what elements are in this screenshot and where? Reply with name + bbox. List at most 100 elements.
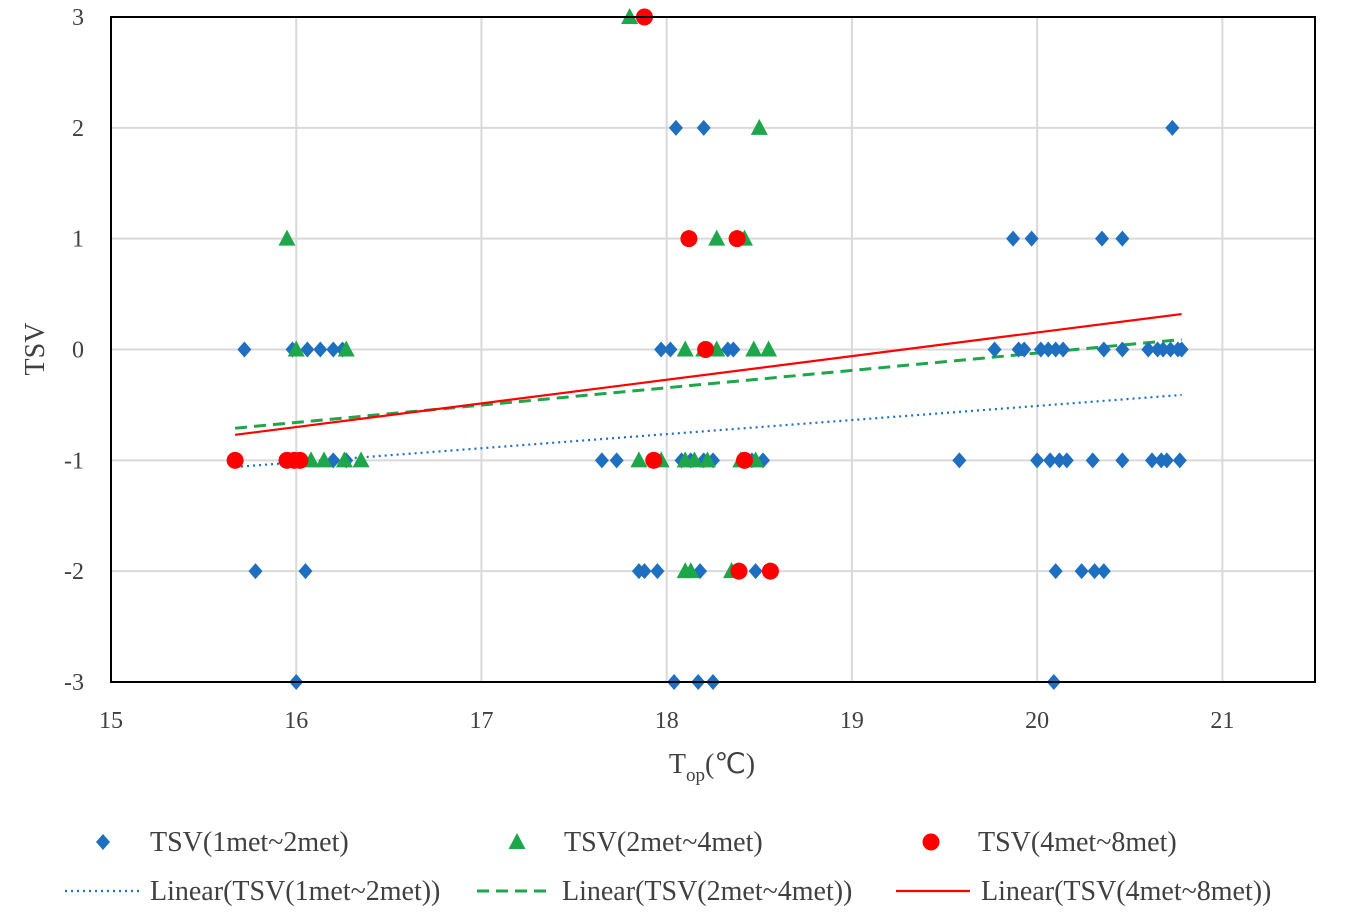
data-point bbox=[300, 341, 315, 358]
legend-label: TSV(1met~2met) bbox=[150, 827, 349, 858]
data-point bbox=[708, 229, 726, 246]
data-point bbox=[352, 451, 370, 468]
data-point bbox=[1041, 341, 1056, 358]
data-point bbox=[1052, 452, 1067, 469]
data-point bbox=[1056, 341, 1071, 358]
data-point bbox=[663, 341, 678, 358]
data-point bbox=[696, 119, 711, 136]
data-point bbox=[315, 451, 333, 468]
data-point bbox=[1165, 119, 1180, 136]
legend-marker bbox=[508, 833, 526, 849]
legend-label: TSV(2met~4met) bbox=[564, 827, 763, 858]
data-point bbox=[750, 118, 768, 135]
data-point bbox=[637, 563, 652, 580]
data-point bbox=[630, 451, 648, 468]
x-axis-title-main: T bbox=[669, 749, 686, 780]
trendline bbox=[235, 393, 1182, 469]
y-tick-label: -1 bbox=[64, 448, 84, 474]
data-point bbox=[761, 562, 779, 580]
data-point bbox=[760, 340, 778, 357]
data-point bbox=[668, 119, 683, 136]
x-axis-title: Top(℃) bbox=[669, 749, 755, 786]
x-tick-label: 15 bbox=[99, 708, 123, 734]
legend-label: Linear(TSV(4met~8met)) bbox=[981, 876, 1271, 907]
plot-frame bbox=[110, 16, 1316, 683]
data-point bbox=[1115, 452, 1130, 469]
x-axis-title-subscript: op bbox=[686, 765, 705, 786]
data-point bbox=[237, 341, 252, 358]
data-point bbox=[1024, 230, 1039, 247]
data-point bbox=[226, 451, 244, 469]
x-tick-label: 21 bbox=[1210, 708, 1234, 734]
data-point bbox=[1030, 452, 1045, 469]
data-point bbox=[1033, 341, 1048, 358]
data-point bbox=[676, 340, 694, 357]
y-tick-label: 1 bbox=[72, 227, 84, 253]
data-point bbox=[337, 340, 355, 357]
data-point bbox=[1074, 563, 1089, 580]
y-tick-label: -3 bbox=[64, 670, 84, 696]
data-point bbox=[728, 230, 746, 248]
x-tick-label: 17 bbox=[469, 708, 493, 734]
trendline bbox=[234, 338, 1182, 430]
data-point bbox=[609, 452, 624, 469]
data-point bbox=[298, 563, 313, 580]
data-point bbox=[335, 451, 353, 468]
data-point bbox=[1094, 230, 1109, 247]
data-point bbox=[1174, 341, 1189, 358]
data-point bbox=[735, 451, 753, 469]
data-point bbox=[654, 341, 669, 358]
trendlines bbox=[234, 312, 1182, 469]
data-point bbox=[313, 341, 328, 358]
data-point bbox=[594, 452, 609, 469]
data-point bbox=[1006, 230, 1021, 247]
data-point bbox=[1144, 452, 1159, 469]
trendline bbox=[234, 312, 1182, 436]
data-point bbox=[291, 451, 309, 469]
data-point bbox=[1172, 452, 1187, 469]
x-tick-label: 16 bbox=[284, 708, 308, 734]
data-point bbox=[1048, 563, 1063, 580]
data-point bbox=[278, 229, 296, 246]
y-tick-label: 0 bbox=[72, 338, 84, 364]
data-point bbox=[650, 563, 665, 580]
legend-marker bbox=[922, 833, 940, 851]
y-tick-label: 3 bbox=[72, 5, 84, 31]
data-point bbox=[685, 451, 703, 468]
data-point bbox=[1141, 341, 1156, 358]
data-point bbox=[1043, 452, 1058, 469]
data-point bbox=[697, 341, 715, 358]
data-point bbox=[1017, 341, 1032, 358]
data-point bbox=[952, 452, 967, 469]
data-point bbox=[1156, 341, 1171, 358]
legend-marker bbox=[96, 834, 110, 850]
legend-label: Linear(TSV(2met~4met)) bbox=[562, 876, 852, 907]
data-point bbox=[248, 563, 263, 580]
data-point bbox=[1048, 341, 1063, 358]
legend-label: Linear(TSV(1met~2met)) bbox=[150, 876, 440, 907]
data-point bbox=[1115, 341, 1130, 358]
data-point bbox=[1096, 563, 1111, 580]
data-point bbox=[680, 230, 698, 248]
data-point bbox=[645, 451, 663, 469]
x-tick-label: 19 bbox=[840, 708, 864, 734]
data-point bbox=[748, 563, 763, 580]
y-tick-labels: 3 2 1 0 -1 -2 -3 bbox=[64, 5, 84, 696]
data-point bbox=[1059, 452, 1074, 469]
x-tick-label: 20 bbox=[1025, 708, 1049, 734]
y-tick-label: 2 bbox=[72, 116, 84, 142]
x-tick-labels: 15 16 17 18 19 20 21 bbox=[99, 708, 1234, 734]
data-point bbox=[1085, 452, 1100, 469]
y-axis-title: TSV bbox=[20, 323, 51, 376]
data-point bbox=[1096, 341, 1111, 358]
data-point bbox=[726, 341, 741, 358]
data-points bbox=[226, 8, 1189, 690]
data-point bbox=[326, 341, 341, 358]
data-point bbox=[698, 451, 716, 468]
x-axis-title-unit: (℃) bbox=[705, 749, 755, 780]
data-point bbox=[287, 340, 305, 357]
data-point bbox=[1087, 563, 1102, 580]
x-tick-label: 18 bbox=[655, 708, 679, 734]
data-point bbox=[987, 341, 1002, 358]
